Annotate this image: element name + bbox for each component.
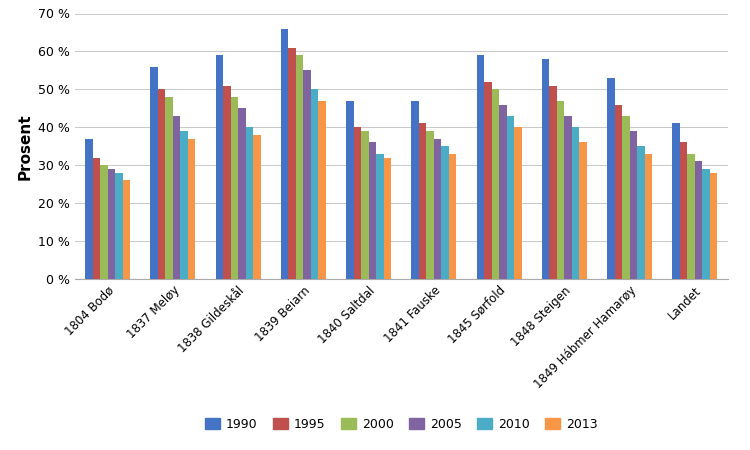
Bar: [288, 48, 296, 279]
Bar: [645, 154, 652, 279]
Bar: [556, 101, 564, 279]
Bar: [411, 101, 419, 279]
Bar: [188, 139, 196, 279]
Bar: [622, 116, 630, 279]
Y-axis label: Prosent: Prosent: [17, 113, 32, 180]
Bar: [449, 154, 457, 279]
Bar: [629, 131, 638, 279]
Bar: [311, 90, 319, 279]
Bar: [580, 143, 587, 279]
Bar: [353, 127, 361, 279]
Bar: [419, 123, 426, 279]
Legend: 1990, 1995, 2000, 2005, 2010, 2013: 1990, 1995, 2000, 2005, 2010, 2013: [200, 413, 603, 436]
Bar: [687, 154, 694, 279]
Bar: [564, 116, 572, 279]
Bar: [491, 90, 500, 279]
Bar: [108, 169, 116, 279]
Bar: [433, 139, 442, 279]
Bar: [280, 29, 288, 279]
Bar: [158, 90, 165, 279]
Bar: [507, 116, 515, 279]
Bar: [254, 135, 261, 279]
Bar: [303, 70, 311, 279]
Bar: [703, 169, 710, 279]
Bar: [246, 127, 254, 279]
Bar: [607, 78, 614, 279]
Bar: [85, 139, 92, 279]
Bar: [215, 55, 223, 279]
Bar: [346, 101, 353, 279]
Bar: [296, 55, 303, 279]
Bar: [442, 146, 449, 279]
Bar: [694, 162, 703, 279]
Bar: [500, 104, 507, 279]
Bar: [100, 165, 108, 279]
Bar: [361, 131, 369, 279]
Bar: [150, 67, 158, 279]
Bar: [223, 86, 230, 279]
Bar: [710, 173, 718, 279]
Bar: [230, 97, 238, 279]
Bar: [116, 173, 123, 279]
Bar: [680, 143, 687, 279]
Bar: [376, 154, 384, 279]
Bar: [92, 158, 100, 279]
Bar: [369, 143, 376, 279]
Bar: [238, 108, 246, 279]
Bar: [476, 55, 484, 279]
Bar: [572, 127, 580, 279]
Bar: [123, 180, 130, 279]
Bar: [614, 104, 622, 279]
Bar: [549, 86, 556, 279]
Bar: [165, 97, 172, 279]
Bar: [672, 123, 680, 279]
Bar: [181, 131, 188, 279]
Bar: [484, 82, 491, 279]
Bar: [172, 116, 181, 279]
Bar: [426, 131, 433, 279]
Bar: [319, 101, 326, 279]
Bar: [514, 127, 522, 279]
Bar: [542, 59, 549, 279]
Bar: [384, 158, 392, 279]
Bar: [638, 146, 645, 279]
